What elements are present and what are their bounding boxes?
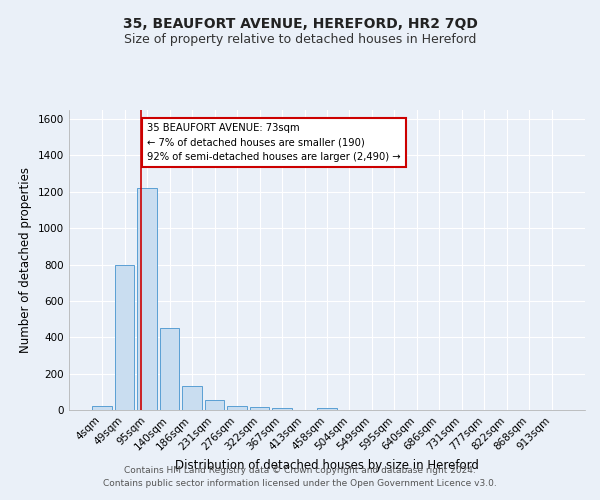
Text: Size of property relative to detached houses in Hereford: Size of property relative to detached ho… [124,32,476,46]
Bar [92,406,112,410]
Y-axis label: Number of detached properties: Number of detached properties [19,167,32,353]
Text: Contains HM Land Registry data © Crown copyright and database right 2024.
Contai: Contains HM Land Registry data © Crown c… [103,466,497,487]
Bar [317,408,337,410]
X-axis label: Distribution of detached houses by size in Hereford: Distribution of detached houses by size … [175,458,479,471]
Bar [272,408,292,410]
Bar [160,328,179,410]
Text: 35, BEAUFORT AVENUE, HEREFORD, HR2 7QD: 35, BEAUFORT AVENUE, HEREFORD, HR2 7QD [122,18,478,32]
Bar [250,408,269,410]
Bar [227,406,247,410]
Bar [205,400,224,410]
Bar [137,188,157,410]
Text: 35 BEAUFORT AVENUE: 73sqm
← 7% of detached houses are smaller (190)
92% of semi-: 35 BEAUFORT AVENUE: 73sqm ← 7% of detach… [147,122,401,162]
Bar [115,264,134,410]
Bar [182,386,202,410]
